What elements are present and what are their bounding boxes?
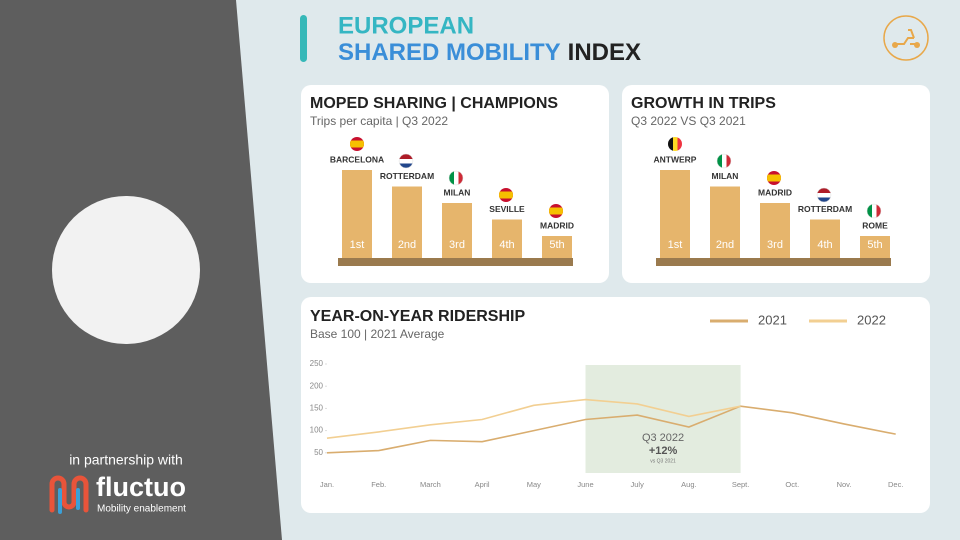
page-title: EUROPEAN bbox=[338, 12, 474, 39]
x-tick-label: May bbox=[527, 480, 541, 489]
x-tick-label: Oct. bbox=[785, 480, 799, 489]
rank-label: 1st bbox=[668, 239, 683, 251]
y-tick-label: 250 bbox=[310, 359, 324, 368]
card-title: MOPED SHARING | CHAMPIONS bbox=[310, 95, 558, 112]
card-subtitle: Trips per capita | Q3 2022 bbox=[310, 114, 448, 128]
x-tick-label: June bbox=[577, 480, 593, 489]
city-label: BARCELONA bbox=[330, 154, 384, 164]
podium-step bbox=[342, 170, 372, 258]
rank-label: 3rd bbox=[449, 239, 465, 251]
x-tick-label: April bbox=[475, 480, 490, 489]
chart-subtitle: Base 100 | 2021 Average bbox=[310, 327, 445, 341]
rank-label: 3rd bbox=[767, 239, 783, 251]
flag bbox=[817, 188, 831, 203]
y-tick-label: 200 bbox=[310, 381, 324, 390]
series-line bbox=[326, 405, 896, 454]
x-tick-label: March bbox=[420, 480, 441, 489]
icon-ring bbox=[883, 15, 929, 61]
rank-label: 2nd bbox=[716, 239, 734, 251]
x-tick-label: Sept. bbox=[732, 480, 750, 489]
x-tick-label: Aug. bbox=[681, 480, 696, 489]
city-label: MADRID bbox=[540, 220, 574, 230]
highlight-band bbox=[585, 365, 741, 473]
page-title-line: SHARED MOBILITY INDEX bbox=[338, 39, 641, 66]
logo-mark bbox=[49, 475, 89, 513]
legend-label: 2021 bbox=[758, 312, 787, 327]
rank-label: 5th bbox=[549, 239, 564, 251]
legend-label: 2022 bbox=[857, 312, 886, 327]
icon-wheel bbox=[914, 42, 920, 48]
annotation-value: +12% bbox=[649, 445, 678, 457]
flag bbox=[867, 204, 882, 218]
card-title: GROWTH IN TRIPS bbox=[631, 95, 776, 112]
podium-step bbox=[810, 219, 840, 258]
y-tick-label: 100 bbox=[310, 426, 324, 435]
flag bbox=[449, 171, 464, 185]
podium-step bbox=[710, 186, 740, 258]
podium-step bbox=[860, 236, 890, 258]
flag bbox=[350, 137, 364, 151]
city-label: ROTTERDAM bbox=[380, 171, 434, 181]
podium-step bbox=[442, 203, 472, 258]
title-rest: INDEX bbox=[568, 39, 641, 66]
brand-icon bbox=[883, 15, 929, 61]
series-line bbox=[326, 398, 741, 439]
logo-name: fluctuo bbox=[96, 472, 186, 502]
annotation-note: vs Q3 2021 bbox=[650, 458, 676, 464]
podium-base bbox=[656, 258, 891, 266]
flag bbox=[717, 154, 732, 168]
flag bbox=[767, 171, 781, 185]
title-highlight: SHARED MOBILITY bbox=[338, 39, 561, 66]
x-tick-label: Jan. bbox=[320, 480, 334, 489]
rank-label: 4th bbox=[499, 239, 514, 251]
city-label: ROME bbox=[862, 220, 888, 230]
podium-step bbox=[392, 186, 422, 258]
x-tick-label: Nov. bbox=[837, 480, 852, 489]
y-tick-label: 50 bbox=[314, 448, 323, 457]
podium-step bbox=[492, 219, 522, 258]
x-tick-label: July bbox=[631, 480, 645, 489]
partnership-text: in partnership with bbox=[69, 452, 183, 468]
city-label: SEVILLE bbox=[489, 204, 525, 214]
podium-step bbox=[760, 203, 790, 258]
rank-label: 1st bbox=[350, 239, 365, 251]
fluctuo-logo: fluctuo Mobility enablement bbox=[49, 472, 186, 515]
x-tick-label: Feb. bbox=[371, 480, 386, 489]
title-accent bbox=[300, 15, 307, 62]
flag bbox=[399, 154, 413, 169]
card-subtitle: Q3 2022 VS Q3 2021 bbox=[631, 114, 746, 128]
flag bbox=[549, 204, 563, 218]
photo-placeholder bbox=[52, 196, 200, 344]
city-label: MILAN bbox=[712, 171, 739, 181]
x-tick-label: Dec. bbox=[888, 480, 903, 489]
flag bbox=[499, 188, 513, 202]
podium-step bbox=[542, 236, 572, 258]
rank-label: 2nd bbox=[398, 239, 416, 251]
rank-label: 4th bbox=[817, 239, 832, 251]
annotation-label: Q3 2022 bbox=[642, 432, 684, 444]
icon-wheel bbox=[892, 42, 898, 48]
city-label: ROTTERDAM bbox=[798, 204, 852, 214]
city-label: MADRID bbox=[758, 187, 792, 197]
logo-tagline: Mobility enablement bbox=[97, 504, 186, 515]
logo-mark bbox=[58, 488, 80, 514]
podium-step bbox=[660, 170, 690, 258]
podium-base bbox=[338, 258, 573, 266]
rank-label: 5th bbox=[867, 239, 882, 251]
y-tick-label: 150 bbox=[310, 404, 324, 413]
city-label: MILAN bbox=[444, 187, 471, 197]
chart-title: YEAR-ON-YEAR RIDERSHIP bbox=[310, 308, 525, 325]
city-label: ANTWERP bbox=[654, 154, 697, 164]
